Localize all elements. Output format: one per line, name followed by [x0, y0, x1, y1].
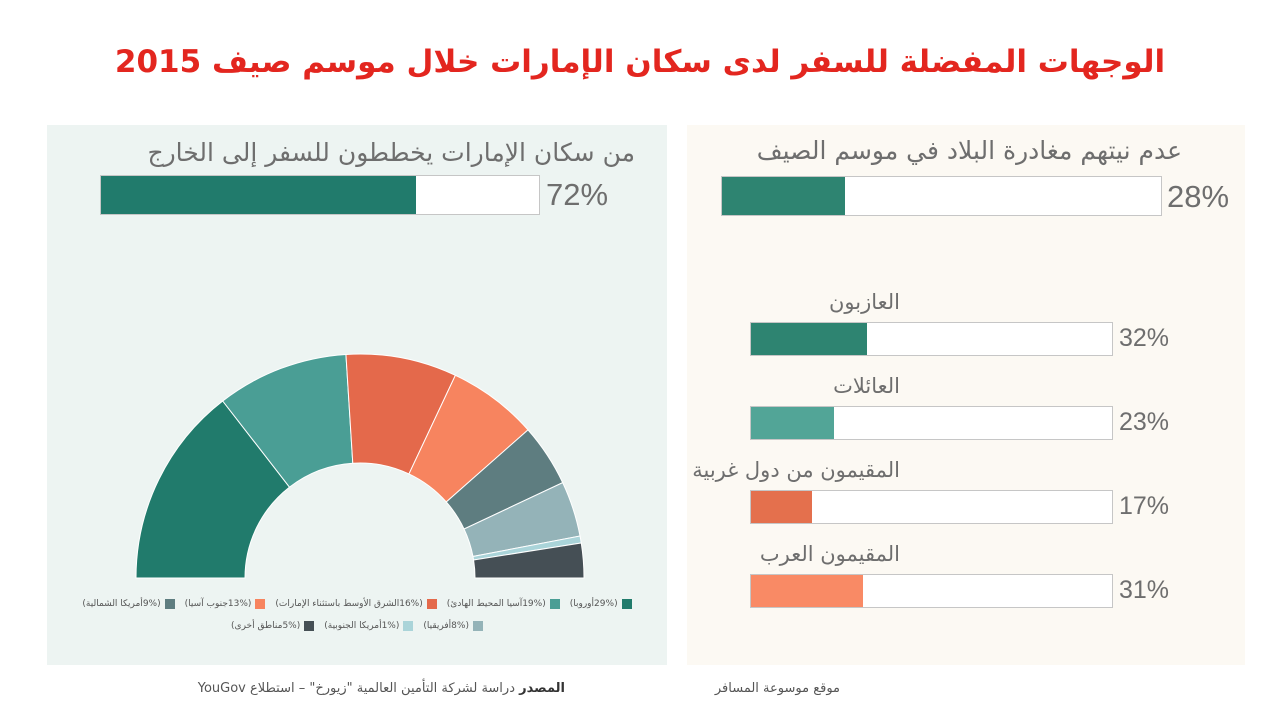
legend-swatch: [472, 621, 483, 631]
right-percent: 28%: [1167, 179, 1230, 214]
legend-item: (19%آسيا المحيط الهادئ): [447, 599, 560, 609]
category-bar: [750, 322, 1113, 356]
category-percent: 32%: [1119, 324, 1170, 352]
site-credit: موقع موسوعة المسافر: [714, 681, 840, 696]
legend-item: (29%أوروبا): [570, 599, 632, 609]
legend-item: (1%أمريكا الجنوبية): [324, 621, 414, 631]
right-progress-bar: [721, 176, 1162, 216]
source-text: دراسة لشركة التأمين العالمية "زيورخ" – ا…: [197, 681, 515, 696]
legend-item: (9%أمريكا الشمالية): [82, 599, 175, 609]
legend-label: (29%أوروبا): [569, 599, 618, 609]
legend-item: (5%مناطق أخرى): [231, 621, 315, 631]
legend-swatch: [255, 599, 266, 609]
legend-item: (13%جنوب آسيا): [185, 599, 266, 609]
legend-label: (16%الشرق الأوسط باستثناء الإمارات): [275, 599, 423, 609]
legend-label: (1%أمريكا الجنوبية): [324, 621, 400, 631]
legend-swatch: [403, 621, 414, 631]
left-percent: 72%: [546, 177, 609, 212]
chart-legend-row-1: (29%أوروبا) (19%آسيا المحيط الهادئ) (16%ال…: [47, 599, 667, 609]
legend-label: (19%آسيا المحيط الهادئ): [446, 599, 546, 609]
donut-slice: [135, 400, 291, 579]
category-bar: [750, 406, 1113, 440]
category-label: المقيمون من دول غربية: [692, 458, 900, 482]
category-bar: [750, 490, 1113, 524]
chart-legend-row-2: (8%أفريقيا) (1%أمريكا الجنوبية) (5%مناطق أ…: [47, 621, 667, 631]
category-percent: 17%: [1119, 492, 1170, 520]
category-bar-fill: [751, 491, 813, 523]
category-percent: 31%: [1119, 576, 1170, 604]
legend-label: (8%أفريقيا): [423, 621, 469, 631]
category-label: المقيمون العرب: [759, 542, 900, 566]
right-heading: عدم نيتهم مغادرة البلاد في موسم الصيف: [756, 136, 1182, 165]
legend-label: (9%أمريكا الشمالية): [82, 599, 161, 609]
legend-item: (8%أفريقيا): [423, 621, 483, 631]
legend-item: (16%الشرق الأوسط باستثناء الإمارات): [275, 599, 437, 609]
left-heading: من سكان الإمارات يخططون للسفر إلى الخارج: [147, 138, 635, 167]
legend-label: (13%جنوب آسيا): [184, 599, 252, 609]
category-label: العائلات: [833, 374, 900, 398]
right-progress-fill: [722, 177, 845, 215]
legend-swatch: [304, 621, 315, 631]
left-progress-fill: [101, 176, 417, 214]
donut-slice: [473, 542, 585, 579]
legend-swatch: [426, 599, 437, 609]
category-bar-fill: [751, 407, 835, 439]
category-percent: 23%: [1119, 408, 1170, 436]
category-bar: [750, 574, 1113, 608]
legend-label: (5%مناطق أخرى): [231, 621, 301, 631]
category-bar-fill: [751, 323, 867, 355]
legend-swatch: [549, 599, 560, 609]
source-label: المصدر: [519, 681, 565, 696]
source-note: المصدر دراسة لشركة التأمين العالمية "زيو…: [100, 681, 565, 696]
left-progress-bar: [100, 175, 540, 215]
legend-swatch: [164, 599, 175, 609]
page-title: الوجهات المفضلة للسفر لدى سكان الإمارات …: [114, 44, 1166, 80]
category-bar-fill: [751, 575, 863, 607]
category-label: العازبون: [828, 290, 900, 314]
legend-swatch: [621, 599, 632, 609]
